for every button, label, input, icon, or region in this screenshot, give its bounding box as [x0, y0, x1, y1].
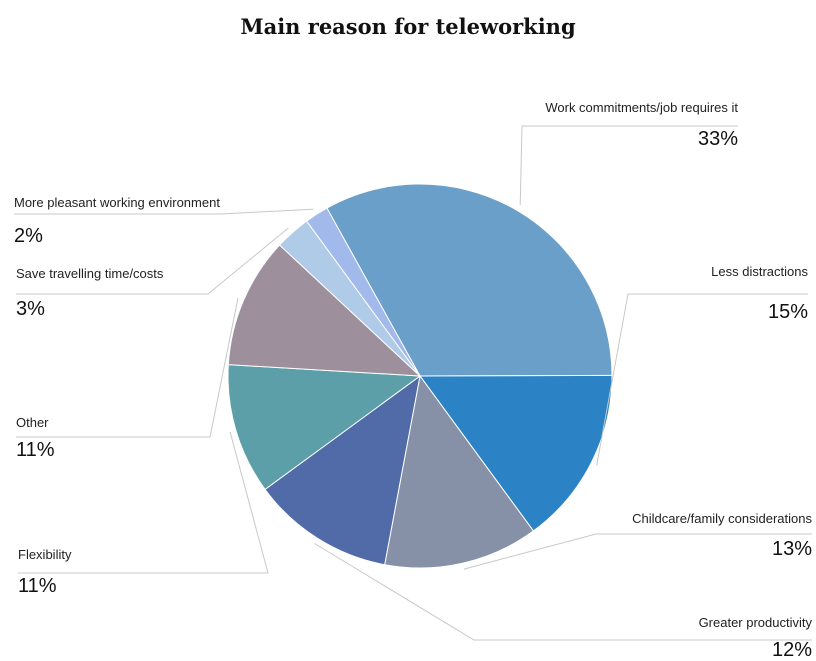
slice-label-6: Save travelling time/costs [16, 266, 164, 281]
leader-line-4 [18, 431, 269, 574]
pie-slice-1 [419, 374, 613, 532]
leader-line-0 [519, 125, 738, 206]
slice-percent-6: 3% [16, 298, 45, 320]
leader-line-5 [16, 297, 239, 438]
leader-line-1 [596, 293, 808, 466]
slice-percent-4: 11% [18, 575, 57, 597]
pie-slices [227, 183, 613, 569]
pie-slice-3 [264, 374, 421, 566]
chart-title: Main reason for teleworking [240, 14, 576, 39]
slice-labels: Work commitments/job requires it 33% Less … [14, 100, 812, 661]
pie-slice-5 [227, 244, 422, 377]
slice-label-5: Other [16, 415, 49, 430]
slice-label-7: More pleasant working environment [14, 195, 220, 210]
pie-slice-2 [384, 374, 535, 569]
slice-label-2: Childcare/family considerations [632, 511, 812, 526]
slice-label-1: Less distractions [711, 264, 808, 279]
slice-percent-5: 11% [16, 439, 55, 461]
slice-percent-0: 33% [698, 128, 738, 150]
slice-label-3: Greater productivity [699, 615, 813, 630]
slice-percent-7: 2% [14, 225, 43, 247]
slice-percent-1: 15% [768, 301, 808, 323]
leader-line-7 [14, 208, 314, 215]
slice-label-4: Flexibility [18, 547, 72, 562]
leader-line-3 [314, 543, 812, 641]
leader-line-2 [463, 533, 812, 570]
leader-line-6 [16, 227, 289, 295]
slice-percent-3: 12% [772, 639, 812, 661]
slice-percent-2: 13% [772, 538, 812, 560]
slice-label-0: Work commitments/job requires it [545, 100, 738, 115]
pie-slice-4 [227, 364, 422, 491]
pie-slice-7 [305, 207, 421, 377]
pie-slice-0 [326, 183, 613, 377]
